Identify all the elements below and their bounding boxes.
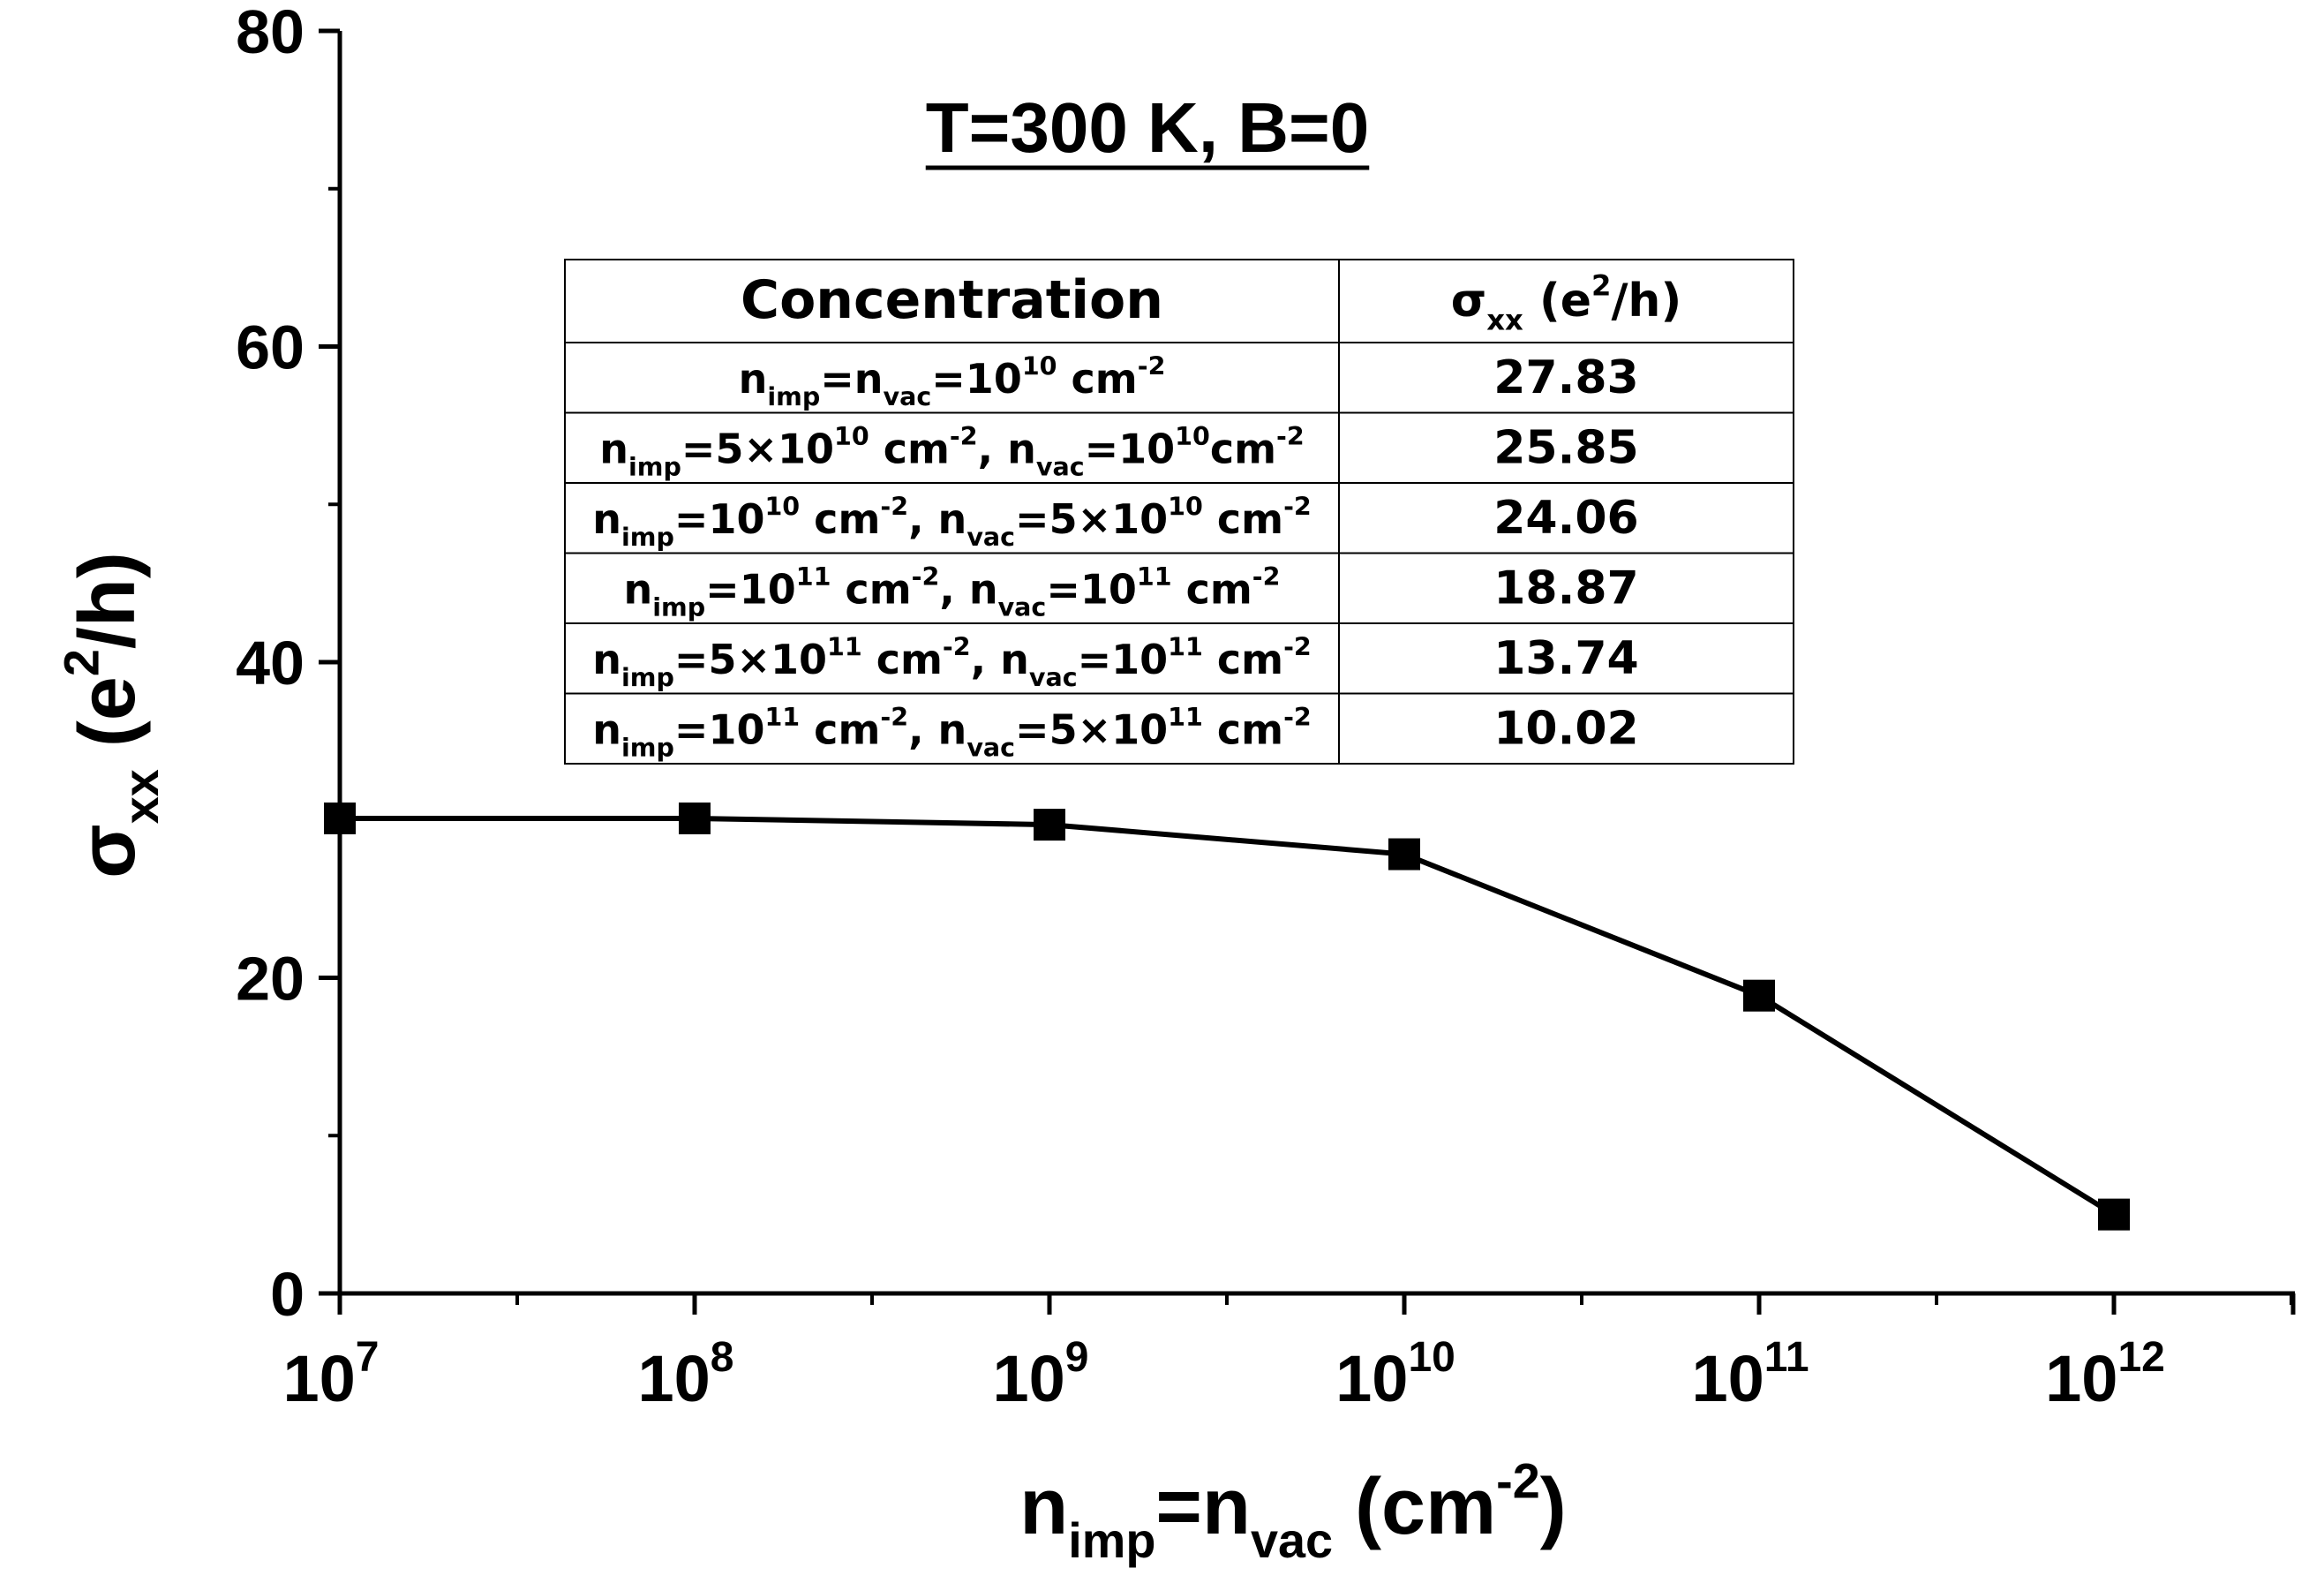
data-point-marker xyxy=(1743,979,1775,1012)
x-tick-label: 108 xyxy=(637,1334,733,1415)
chart-title: T=300 K, B=0 xyxy=(926,88,1370,167)
y-tick-label: 60 xyxy=(236,313,305,382)
table-header-concentration: Concentration xyxy=(741,269,1163,331)
y-tick-label: 20 xyxy=(236,945,305,1014)
axes: 0 20 40 60 80 107 108 109 1010 1011 1012 nimp=nvac … xyxy=(54,0,2296,1568)
y-axis-title: σxx (e2/h) xyxy=(54,552,169,878)
table-row-concentration: nimp=1011 cm-2, nvac=1011 cm-2 xyxy=(624,562,1281,622)
series xyxy=(340,815,2116,1217)
table-row-sigma-value: 18.87 xyxy=(1493,562,1638,615)
data-point-marker xyxy=(679,802,711,834)
table-frame xyxy=(564,259,1794,765)
x-tick-label: 107 xyxy=(282,1334,379,1415)
x-axis-title: nimp=nvac (cm-2) xyxy=(1019,1453,1567,1569)
table-row-concentration: nimp=nvac=1010 cm-2 xyxy=(739,351,1166,411)
table-row-sigma-value: 13.74 xyxy=(1493,632,1638,685)
y-tick-label: 0 xyxy=(270,1260,305,1329)
data-point-marker xyxy=(324,802,356,834)
x-tick-label: 1012 xyxy=(2045,1334,2165,1415)
table-row-sigma-value: 25.85 xyxy=(1493,422,1638,475)
table-row-concentration: nimp=5×1010 cm-2, nvac=1010cm-2 xyxy=(599,422,1304,482)
table-row-concentration: nimp=5×1011 cm-2, nvac=1011 cm-2 xyxy=(592,632,1312,692)
table-header-sigma: σxx (e2/h) xyxy=(1451,269,1681,337)
series-line xyxy=(340,815,2116,1217)
y-tick-label: 40 xyxy=(236,629,305,697)
data-point-marker xyxy=(1388,838,1420,871)
table-row-sigma-value: 27.83 xyxy=(1493,351,1638,404)
x-tick-label: 1011 xyxy=(1691,1334,1809,1415)
x-tick-label: 109 xyxy=(992,1334,1088,1415)
x-tick-label: 1010 xyxy=(1335,1334,1455,1415)
data-point-marker xyxy=(1034,809,1065,841)
data-point-marker xyxy=(2098,1198,2130,1231)
table-row-sigma-value: 10.02 xyxy=(1493,703,1638,756)
data-markers xyxy=(324,802,2130,1231)
table-row-sigma-value: 24.06 xyxy=(1493,492,1638,545)
y-tick-label: 80 xyxy=(236,0,305,66)
table-row-concentration: nimp=1011 cm-2, nvac=5×1011 cm-2 xyxy=(592,703,1312,763)
table-row-concentration: nimp=1010 cm-2, nvac=5×1010 cm-2 xyxy=(592,492,1312,552)
inset-table: Concentration σxx (e2/h) nimp=nvac=1010 cm… xyxy=(564,259,1794,765)
